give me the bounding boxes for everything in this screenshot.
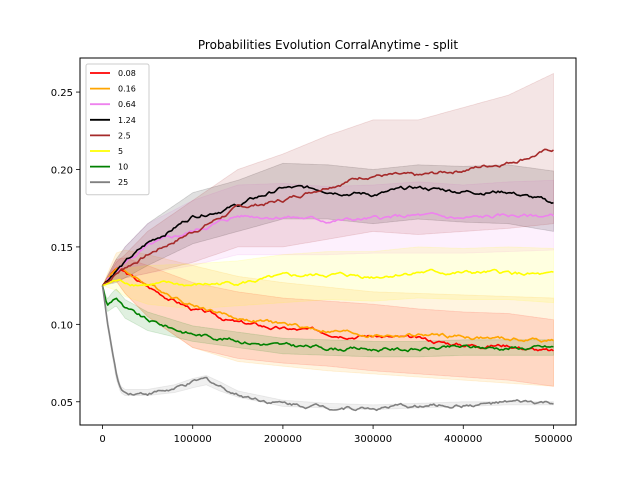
y-tick-label: 0.20 (51, 165, 73, 176)
x-tick-label: 500000 (534, 434, 572, 445)
x-tick-label: 300000 (354, 434, 392, 445)
confidence-band-2.5 (101, 72, 554, 287)
legend: 0.08 0.16 0.64 1.24 2.5 5 10 25 (85, 63, 150, 196)
x-tick-label: 200000 (264, 434, 302, 445)
legend-box (85, 63, 150, 196)
x-tick-label: 100000 (174, 434, 212, 445)
series-line-0.16 (101, 267, 554, 343)
legend-label-0.64: 0.64 (118, 100, 136, 109)
legend-label-0.08: 0.08 (118, 69, 136, 78)
legend-label-5: 5 (118, 147, 123, 156)
x-tick-label: 0 (99, 434, 105, 445)
series-line-25 (101, 285, 554, 412)
y-tick-label: 0.15 (51, 243, 73, 254)
chart-title: Probabilities Evolution CorralAnytime - … (198, 38, 458, 52)
legend-label-10: 10 (118, 163, 128, 172)
confidence-band-5 (101, 246, 554, 310)
confidence-band-0.08 (101, 257, 554, 387)
y-axis-ticks: 0.05 0.10 0.15 0.20 0.25 (51, 88, 80, 409)
legend-label-2.5: 2.5 (118, 131, 131, 140)
legend-label-25: 25 (118, 178, 128, 187)
series-line-5 (102, 268, 554, 287)
axes-frame (79, 57, 577, 426)
y-tick-label: 0.25 (51, 88, 73, 99)
x-axis-ticks: 0 100000 200000 300000 400000 500000 (99, 425, 573, 445)
series-line-10 (101, 285, 554, 353)
series-line-2.5 (101, 148, 554, 287)
y-tick-label: 0.10 (51, 320, 73, 331)
legend-label-1.24: 1.24 (118, 116, 136, 125)
confidence-band-1.24 (101, 162, 554, 287)
x-tick-label: 400000 (444, 434, 482, 445)
series-line-1.24 (101, 184, 554, 287)
series-lines (101, 148, 555, 412)
series-line-0.64 (101, 212, 555, 287)
y-tick-label: 0.05 (51, 398, 73, 409)
legend-label-0.16: 0.16 (118, 85, 136, 94)
